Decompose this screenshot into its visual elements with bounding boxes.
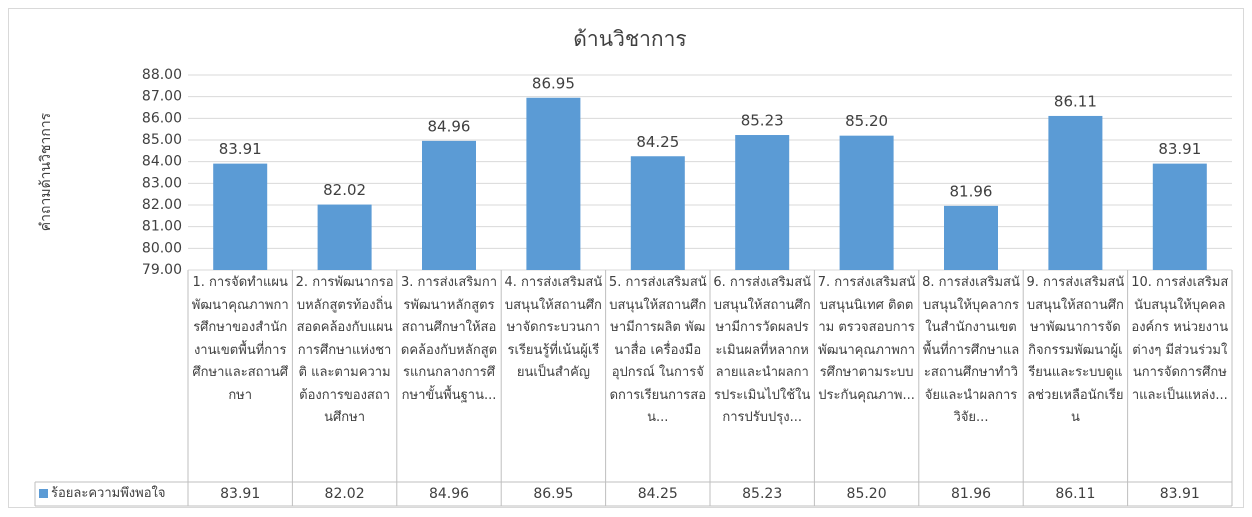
table-value: 83.91 (1159, 486, 1200, 502)
legend-label: ร้อยละความพึงพอใจ (51, 486, 166, 501)
table-value: 83.91 (220, 486, 261, 502)
data-label: 81.96 (950, 182, 993, 200)
data-label: 86.11 (1054, 92, 1097, 110)
data-label: 86.95 (532, 74, 575, 92)
bar (526, 97, 581, 270)
legend-entry: ร้อยละความพึงพอใจ (39, 482, 186, 506)
bar (317, 204, 372, 270)
y-tick-label: 83.00 (142, 175, 182, 191)
y-tick-label: 85.00 (142, 132, 182, 148)
bar (1048, 115, 1103, 270)
x-category-label: 1. การจัดทำแผนพัฒนาคุณภาพการศึกษาของสำนั… (191, 275, 289, 403)
table-value: 85.20 (846, 486, 887, 502)
table-value: 86.95 (533, 486, 574, 502)
table-value: 85.23 (742, 486, 783, 502)
data-label: 83.91 (1158, 140, 1201, 158)
data-label: 83.91 (219, 140, 262, 158)
bar (422, 140, 476, 270)
bar (839, 135, 894, 270)
bar (944, 205, 998, 270)
y-axis-label: คำถามด้านวิชาการ (38, 112, 54, 231)
data-label: 84.96 (428, 117, 471, 135)
x-category-label: 5. การส่งเสริมสนับสนุนให้สถานศึกษามีการผ… (608, 275, 707, 425)
table-value: 86.11 (1055, 486, 1096, 502)
legend-key (39, 489, 48, 498)
chart-title: ด้านวิชาการ (573, 27, 686, 51)
x-category-label: 6. การส่งเสริมสนับสนุนให้สถานศึกษามีการว… (713, 275, 812, 425)
x-category-label: 10. การส่งเสริมสนับสนุนให้บุคคล องค์กร ห… (1131, 275, 1229, 403)
y-tick-label: 81.00 (142, 219, 182, 235)
table-value: 81.96 (950, 486, 992, 502)
y-tick-label: 80.00 (142, 240, 182, 256)
bar (1152, 163, 1207, 270)
bar (735, 135, 790, 270)
y-tick-label: 86.00 (142, 110, 182, 126)
table-value: 82.02 (324, 486, 365, 502)
data-label: 82.02 (323, 181, 366, 199)
bar (630, 156, 685, 270)
y-tick-label: 88.00 (142, 67, 182, 83)
x-category-label: 8. การส่งเสริมสนับสนุนให้บุคลากรในสำนักง… (922, 275, 1020, 425)
x-category-label: 2. การพัฒนากรอบหลักสูตรท้องถิ่นสอดคล้องก… (295, 275, 394, 425)
x-category-label: 4. การส่งเสริมสนับสนุนให้สถานศึกษาจัดกระ… (504, 275, 603, 380)
y-tick-label: 87.00 (142, 89, 182, 105)
x-category-label: 7. การส่งเสริมสนับสนุนนิเทศ ติดตาม ตรวจส… (817, 275, 916, 403)
y-tick-label: 79.00 (142, 262, 182, 278)
y-tick-label: 84.00 (142, 154, 182, 170)
data-label: 84.25 (636, 133, 679, 151)
x-category-label: 3. การส่งเสริมการพัฒนาหลักสูตรสถานศึกษาใ… (400, 275, 498, 403)
data-label: 85.20 (845, 112, 888, 130)
x-category-label: 9. การส่งเสริมสนับสนุนให้สถานศึกษาพัฒนาก… (1026, 275, 1125, 425)
y-tick-label: 82.00 (142, 197, 182, 213)
table-value: 84.25 (637, 486, 678, 502)
bar (213, 163, 268, 270)
table-value: 84.96 (428, 486, 470, 502)
data-label: 85.23 (741, 112, 784, 130)
